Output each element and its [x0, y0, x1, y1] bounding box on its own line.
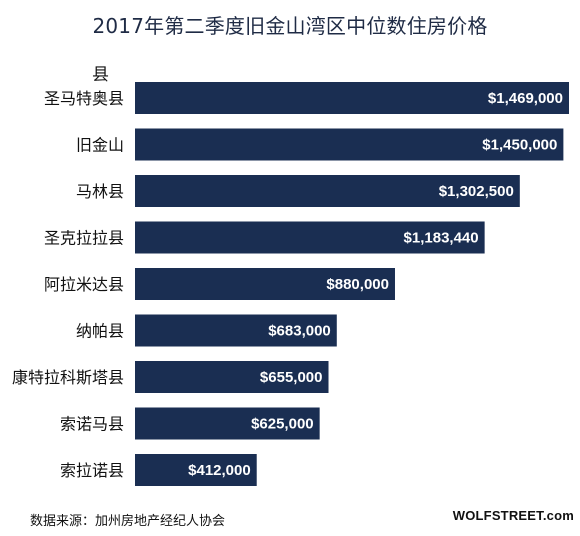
bar: [135, 361, 329, 393]
brand-logo-text: WOLFSTREET.com: [452, 508, 574, 523]
value-label: $412,000: [188, 462, 251, 479]
category-label: 康特拉科斯塔县: [12, 368, 124, 387]
bar: [135, 128, 564, 161]
bar: [135, 407, 320, 440]
value-label: $683,000: [268, 323, 331, 340]
bar: [135, 268, 395, 300]
bar: [135, 175, 520, 207]
category-label: 阿拉米达县: [44, 275, 124, 294]
chart-title: 2017年第二季度旧金山湾区中位数住房价格: [92, 14, 488, 38]
category-label: 纳帕县: [76, 322, 124, 341]
value-label: $655,000: [260, 369, 323, 386]
category-label: 圣克拉拉县: [44, 229, 124, 248]
value-label: $1,469,000: [488, 90, 563, 107]
category-label: 旧金山: [76, 136, 124, 155]
value-label: $1,450,000: [482, 137, 557, 154]
source-note: 数据来源：加州房地产经纪人协会: [30, 514, 226, 529]
category-label: 马林县: [76, 182, 124, 201]
bar: [135, 314, 337, 347]
bar: [135, 454, 257, 486]
category-label: 索拉诺县: [60, 461, 124, 480]
category-label: 圣马特奥县: [44, 89, 124, 108]
value-label: $1,183,440: [404, 230, 479, 247]
category-axis-label: 县: [92, 65, 109, 85]
bar: [135, 221, 485, 254]
bar: [135, 82, 569, 114]
category-label: 索诺马县: [60, 415, 124, 434]
value-label: $880,000: [326, 276, 389, 293]
value-label: $625,000: [251, 416, 314, 433]
value-label: $1,302,500: [439, 183, 514, 200]
